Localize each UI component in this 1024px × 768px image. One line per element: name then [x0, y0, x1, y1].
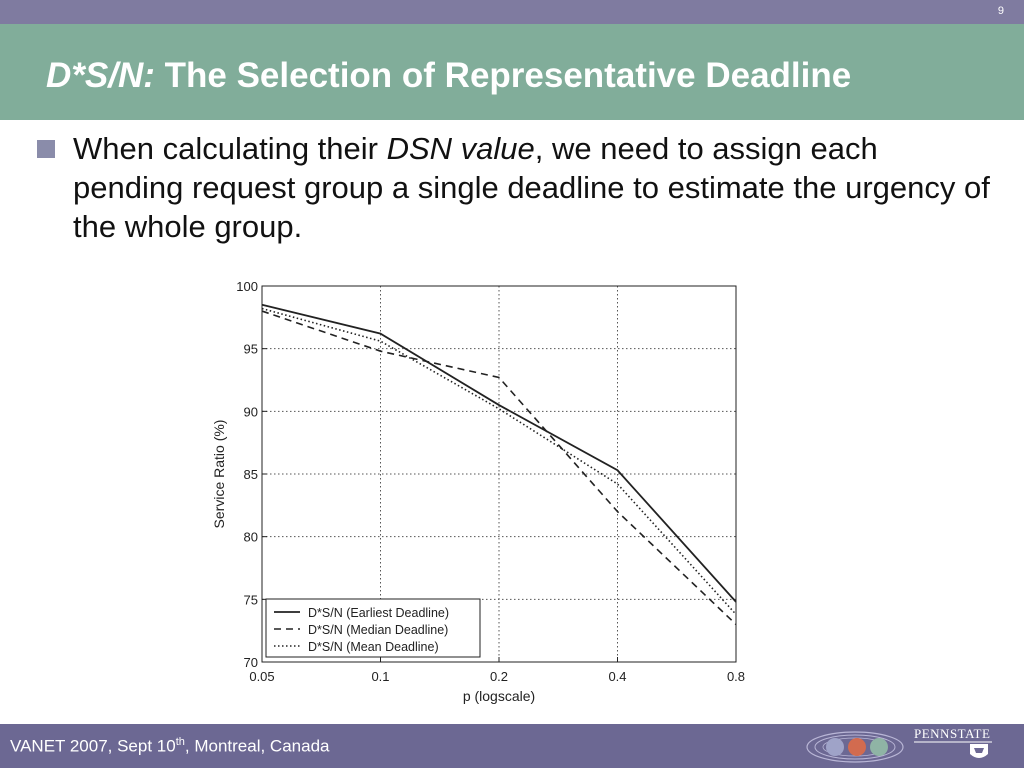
x-tick-label: 0.2: [490, 669, 508, 684]
footer-location: , Montreal, Canada: [184, 736, 330, 756]
bullet-text-start: When calculating their: [73, 131, 387, 166]
page-number: 9: [997, 5, 1004, 17]
legend-box: [265, 598, 481, 658]
series-line-dashed: [261, 310, 737, 625]
legend-label: D*S/N (Earliest Deadline): [308, 606, 449, 620]
x-axis-label: p (logscale): [463, 688, 535, 704]
mcn-logo-icon: [806, 731, 904, 763]
pennstate-logo-text: PENNSTATE: [914, 726, 991, 741]
title-rest: The Selection of Representative Deadline: [154, 56, 852, 95]
footer-text: VANET 2007, Sept 10th, Montreal, Canada: [10, 736, 329, 757]
y-axis-label: Service Ratio (%): [211, 420, 227, 529]
x-tick-label: 0.4: [608, 669, 626, 684]
footer-bar: VANET 2007, Sept 10th, Montreal, Canada …: [0, 724, 1024, 768]
bullet-text: When calculating their DSN value, we nee…: [73, 129, 993, 246]
nittany-lion-shield-icon: [914, 741, 992, 758]
pennstate-logo: PENNSTATE: [912, 726, 1012, 766]
title-prefix: D*S/N:: [46, 56, 155, 95]
y-tick-label: 95: [244, 342, 258, 357]
legend-label: D*S/N (Median Deadline): [308, 623, 448, 637]
bullet-square-icon: [37, 140, 55, 158]
service-ratio-chart: 0.05 0.1 0.2 0.4 0.8 70 75 80 85 90 95 100 p (logsca…: [211, 279, 745, 704]
x-tick-label: 0.8: [727, 669, 745, 684]
bullet-text-end: , we need to assign each pending request…: [73, 131, 990, 244]
footer-event: VANET 2007, Sept 10: [10, 736, 176, 756]
y-tick-label: 75: [244, 592, 258, 607]
title-bar: [0, 24, 1024, 120]
chart-container: 0.05 0.1 0.2 0.4 0.8 70 75 80 85 90 95 100 p (logsca…: [200, 270, 760, 710]
footer-superscript: th: [175, 736, 185, 748]
x-tick-label: 0.05: [249, 669, 274, 684]
series-line-solid: [261, 303, 737, 603]
y-tick-label: 100: [236, 279, 258, 294]
top-bar: 9: [0, 0, 1024, 24]
y-tick-label: 80: [244, 530, 258, 545]
slide-title: D*S/N: The Selection of Representative D…: [46, 56, 851, 96]
bullet-text-emphasis: DSN value: [386, 131, 535, 166]
y-tick-label: 85: [244, 467, 258, 482]
y-tick-label: 90: [244, 404, 258, 419]
x-tick-label: 0.1: [371, 669, 389, 684]
legend-label: D*S/N (Mean Deadline): [308, 640, 439, 654]
y-tick-label: 70: [244, 655, 258, 670]
